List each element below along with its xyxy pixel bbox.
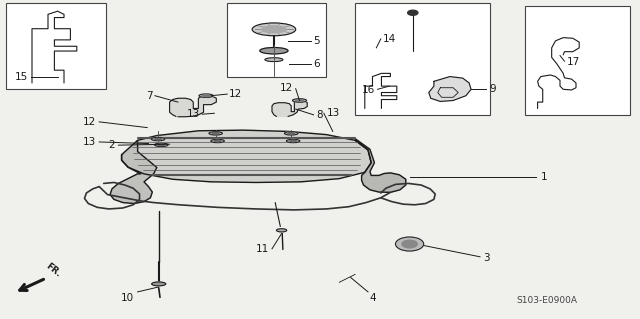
Text: 12: 12 [83, 117, 96, 127]
Ellipse shape [212, 133, 219, 134]
Ellipse shape [287, 139, 300, 143]
Polygon shape [355, 139, 406, 192]
Text: S103-E0900A: S103-E0900A [516, 296, 578, 305]
Text: 8: 8 [316, 110, 323, 120]
Ellipse shape [211, 139, 225, 143]
Text: 9: 9 [489, 84, 495, 94]
Polygon shape [272, 100, 307, 116]
Text: 10: 10 [121, 293, 134, 303]
Polygon shape [122, 130, 371, 182]
Text: 3: 3 [483, 253, 490, 263]
Ellipse shape [296, 100, 303, 101]
Ellipse shape [276, 229, 287, 232]
Text: 1: 1 [541, 172, 547, 182]
Text: 13: 13 [83, 137, 96, 147]
Ellipse shape [158, 144, 164, 145]
Ellipse shape [151, 137, 165, 141]
Text: 14: 14 [383, 34, 396, 44]
Ellipse shape [214, 140, 221, 142]
Ellipse shape [262, 26, 286, 33]
Polygon shape [110, 140, 157, 204]
Ellipse shape [152, 282, 166, 286]
Ellipse shape [155, 143, 168, 146]
Circle shape [396, 237, 424, 251]
Text: 17: 17 [566, 57, 580, 67]
Polygon shape [170, 96, 216, 117]
Ellipse shape [199, 94, 213, 98]
Ellipse shape [209, 132, 223, 135]
Text: 16: 16 [362, 85, 375, 95]
FancyBboxPatch shape [525, 6, 630, 115]
Text: 13: 13 [186, 109, 200, 119]
Ellipse shape [155, 138, 161, 140]
Ellipse shape [265, 58, 283, 62]
FancyBboxPatch shape [227, 3, 326, 77]
Text: 11: 11 [255, 244, 269, 255]
Ellipse shape [288, 133, 294, 134]
Text: 15: 15 [15, 71, 28, 82]
Ellipse shape [252, 23, 296, 36]
Polygon shape [429, 77, 471, 101]
Text: 6: 6 [314, 59, 320, 69]
Circle shape [402, 240, 417, 248]
Ellipse shape [290, 140, 296, 142]
Ellipse shape [260, 48, 288, 54]
FancyBboxPatch shape [6, 3, 106, 89]
Ellipse shape [292, 99, 307, 102]
Text: 5: 5 [314, 36, 320, 47]
Ellipse shape [202, 95, 210, 97]
Text: 2: 2 [109, 140, 115, 150]
FancyBboxPatch shape [355, 3, 490, 115]
Text: 12: 12 [280, 83, 293, 93]
Ellipse shape [285, 132, 298, 135]
Circle shape [408, 10, 418, 15]
Text: FR.: FR. [44, 262, 62, 279]
Text: 12: 12 [229, 89, 243, 99]
Text: 13: 13 [326, 108, 340, 118]
Text: 7: 7 [146, 91, 152, 101]
Text: 4: 4 [370, 293, 376, 303]
